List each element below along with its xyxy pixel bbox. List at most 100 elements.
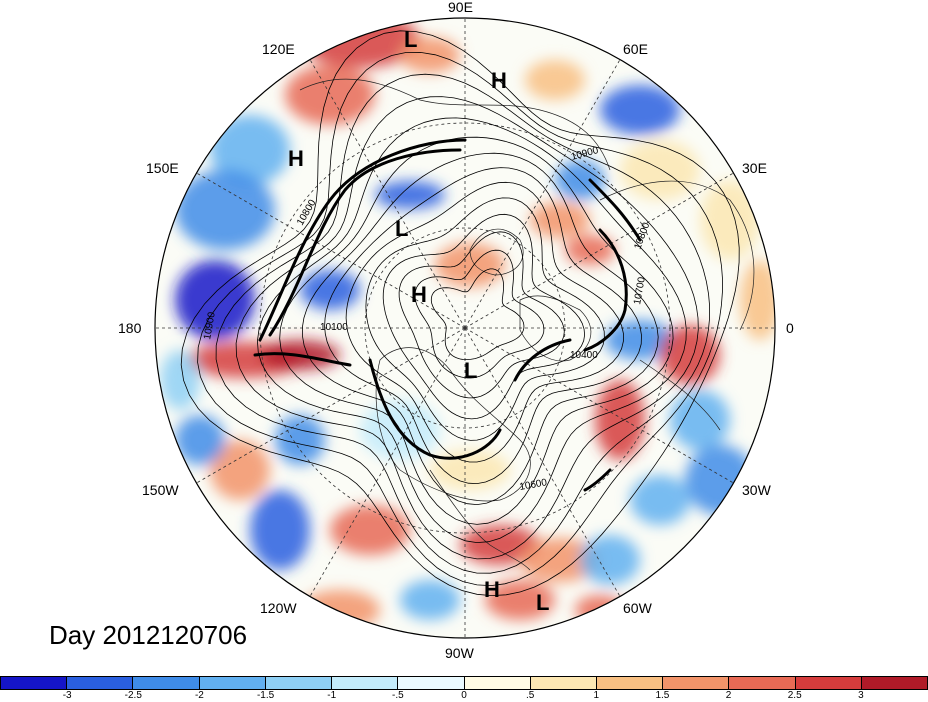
latitude-circle bbox=[364, 227, 566, 429]
colorbar-tick-label: -2 bbox=[194, 690, 204, 701]
jet-contour bbox=[258, 138, 467, 342]
height-contour bbox=[256, 117, 687, 544]
height-contour bbox=[301, 152, 659, 506]
height-contour bbox=[324, 167, 642, 485]
colorbar-tick-label: -1 bbox=[327, 690, 337, 701]
colorbar-tick-label: -.5 bbox=[392, 690, 404, 701]
anomaly-blob bbox=[670, 390, 730, 450]
pressure-center-low: L bbox=[404, 27, 418, 52]
height-contour bbox=[279, 136, 674, 525]
meridian bbox=[309, 327, 466, 597]
lon-label-60e: 60E bbox=[623, 41, 648, 57]
contour-value-label: 10600 bbox=[519, 477, 549, 493]
coastline bbox=[639, 359, 721, 431]
meridian bbox=[464, 327, 621, 597]
anomaly-blob bbox=[575, 595, 625, 625]
colorbar-tick-label: -2.5 bbox=[124, 690, 142, 701]
colorbar-swatch bbox=[596, 677, 664, 689]
anomaly-blob bbox=[175, 260, 255, 340]
pressure-center-low: L bbox=[395, 216, 409, 241]
coastline bbox=[299, 78, 611, 171]
colorbar-swatch bbox=[795, 677, 862, 689]
contour-value-label: 10400 bbox=[570, 350, 598, 361]
contour-value-label: 10100 bbox=[320, 322, 348, 333]
colorbar-swatch bbox=[729, 677, 796, 689]
jet-stream-contours bbox=[253, 138, 642, 492]
anomaly-blob bbox=[175, 415, 225, 465]
colorbar-swatch bbox=[67, 677, 134, 689]
anomaly-blob bbox=[210, 440, 270, 500]
coastline bbox=[519, 295, 592, 362]
meridian bbox=[196, 327, 466, 484]
anomaly-blob bbox=[530, 202, 590, 238]
anomaly-blob bbox=[580, 535, 640, 585]
latitude-circle bbox=[259, 122, 671, 534]
anomaly-blob bbox=[700, 180, 760, 260]
anomaly-blob bbox=[595, 380, 645, 460]
lon-label-90e: 90E bbox=[448, 0, 473, 15]
graticule bbox=[155, 18, 775, 638]
colorbar-tick-label: 2 bbox=[725, 690, 732, 701]
anomaly-blob bbox=[525, 60, 585, 100]
colorbar-swatch bbox=[332, 677, 399, 689]
anomaly-blob bbox=[285, 65, 375, 125]
colorbar-swatch bbox=[265, 677, 333, 689]
height-contour bbox=[215, 73, 710, 574]
jet-contour bbox=[268, 148, 462, 337]
pressure-center-high: H bbox=[411, 282, 427, 307]
colorbar-tick-label: .5 bbox=[525, 690, 535, 701]
contour-value-label: 10700 bbox=[632, 276, 648, 306]
pressure-center-low: L bbox=[464, 358, 478, 383]
anomaly-blob bbox=[300, 590, 380, 630]
pressure-center-high: H bbox=[484, 577, 500, 602]
anomaly-blob bbox=[555, 160, 605, 200]
anomaly-blob bbox=[630, 475, 690, 525]
anomaly-blob bbox=[660, 325, 720, 385]
lon-label-150e: 150E bbox=[146, 160, 179, 176]
pressure-center-high: H bbox=[288, 146, 304, 171]
colorbar-swatch bbox=[398, 677, 465, 689]
meridian bbox=[196, 172, 466, 329]
anomaly-blob bbox=[175, 170, 275, 250]
height-contour bbox=[414, 249, 545, 379]
anomaly-blob bbox=[600, 85, 680, 135]
lon-label-90w: 90W bbox=[445, 645, 474, 661]
height-contours bbox=[180, 30, 740, 597]
day-title: Day 2012120706 bbox=[49, 620, 248, 650]
colorbar-swatch bbox=[1, 677, 68, 689]
meridian bbox=[309, 59, 466, 329]
colorbar-tick-label: 2.5 bbox=[787, 690, 802, 701]
colorbar bbox=[0, 676, 928, 690]
jet-contour bbox=[583, 228, 628, 352]
height-contour bbox=[235, 96, 699, 560]
anomaly-blob bbox=[300, 270, 360, 310]
anomaly-blob bbox=[210, 115, 290, 185]
height-contour bbox=[398, 231, 565, 399]
anomaly-blob bbox=[565, 235, 615, 265]
meridian bbox=[464, 59, 621, 329]
lon-label-120w: 120W bbox=[260, 600, 297, 616]
lon-label-30w: 30W bbox=[742, 482, 771, 498]
colorbar-swatch bbox=[133, 677, 200, 689]
anomaly-blob bbox=[460, 525, 540, 565]
jet-contour bbox=[583, 468, 612, 492]
pressure-center-low: L bbox=[536, 590, 550, 615]
colorbar-tick-label: -1.5 bbox=[256, 690, 275, 701]
jet-contour bbox=[588, 178, 642, 242]
colorbar-swatch bbox=[861, 677, 928, 689]
height-contour bbox=[430, 268, 525, 360]
anomaly-blob bbox=[160, 350, 200, 410]
lon-label-0: 0 bbox=[786, 320, 794, 336]
colorbar-tick-label: 1 bbox=[593, 690, 600, 701]
colorbar-tick-label: -3 bbox=[62, 690, 72, 701]
coastline bbox=[599, 180, 755, 331]
meridian bbox=[464, 172, 734, 329]
colorbar-tick-label: 0 bbox=[461, 690, 467, 701]
coastline bbox=[469, 228, 524, 276]
map-boundary bbox=[154, 17, 776, 639]
contour-value-label: 10900 bbox=[202, 311, 218, 341]
colorbar-swatch bbox=[199, 677, 266, 689]
lon-label-120e: 120E bbox=[262, 41, 295, 57]
lon-label-30e: 30E bbox=[742, 160, 767, 176]
jet-contour bbox=[368, 358, 502, 460]
